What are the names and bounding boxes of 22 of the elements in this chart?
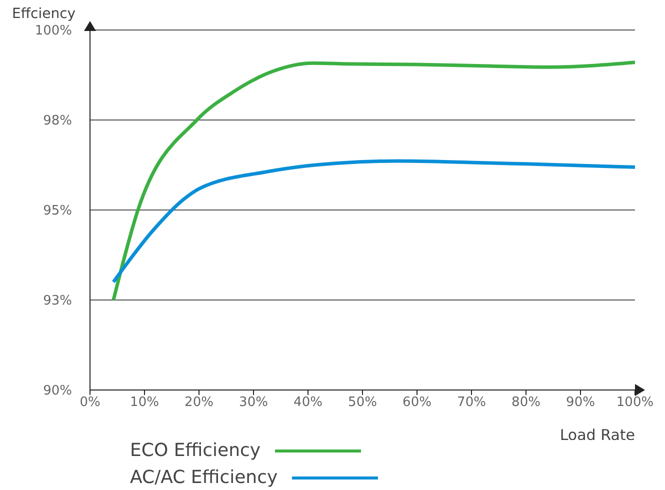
x-tick-label: 60% bbox=[402, 395, 432, 410]
x-tick-label: 70% bbox=[457, 395, 486, 410]
line-series bbox=[112, 159, 635, 284]
x-tick-label: 40% bbox=[294, 395, 322, 410]
y-axis-title: Effciency bbox=[12, 6, 76, 22]
legend-label: AC/AC Efficiency bbox=[130, 467, 278, 488]
x-tick-label: 90% bbox=[566, 395, 595, 410]
y-tick-label: 100% bbox=[34, 24, 72, 39]
x-tick-label: 100% bbox=[616, 395, 654, 410]
line-series bbox=[112, 60, 635, 302]
y-tick-label: 95% bbox=[43, 204, 72, 219]
x-tick-label: 10% bbox=[130, 395, 159, 410]
x-tick-label: 20% bbox=[184, 395, 214, 410]
y-tick-label: 98% bbox=[43, 114, 72, 129]
x-tick-label: 80% bbox=[512, 395, 540, 410]
x-tick-label: 0% bbox=[80, 395, 100, 410]
legend-label: ECO Efficiency bbox=[130, 440, 261, 461]
x-tick-label: 30% bbox=[239, 395, 268, 410]
x-axis-title: Load Rate bbox=[560, 426, 635, 444]
y-tick-label: 90% bbox=[43, 384, 72, 399]
y-tick-label: 93% bbox=[43, 294, 72, 309]
x-tick-label: 50% bbox=[348, 395, 377, 410]
